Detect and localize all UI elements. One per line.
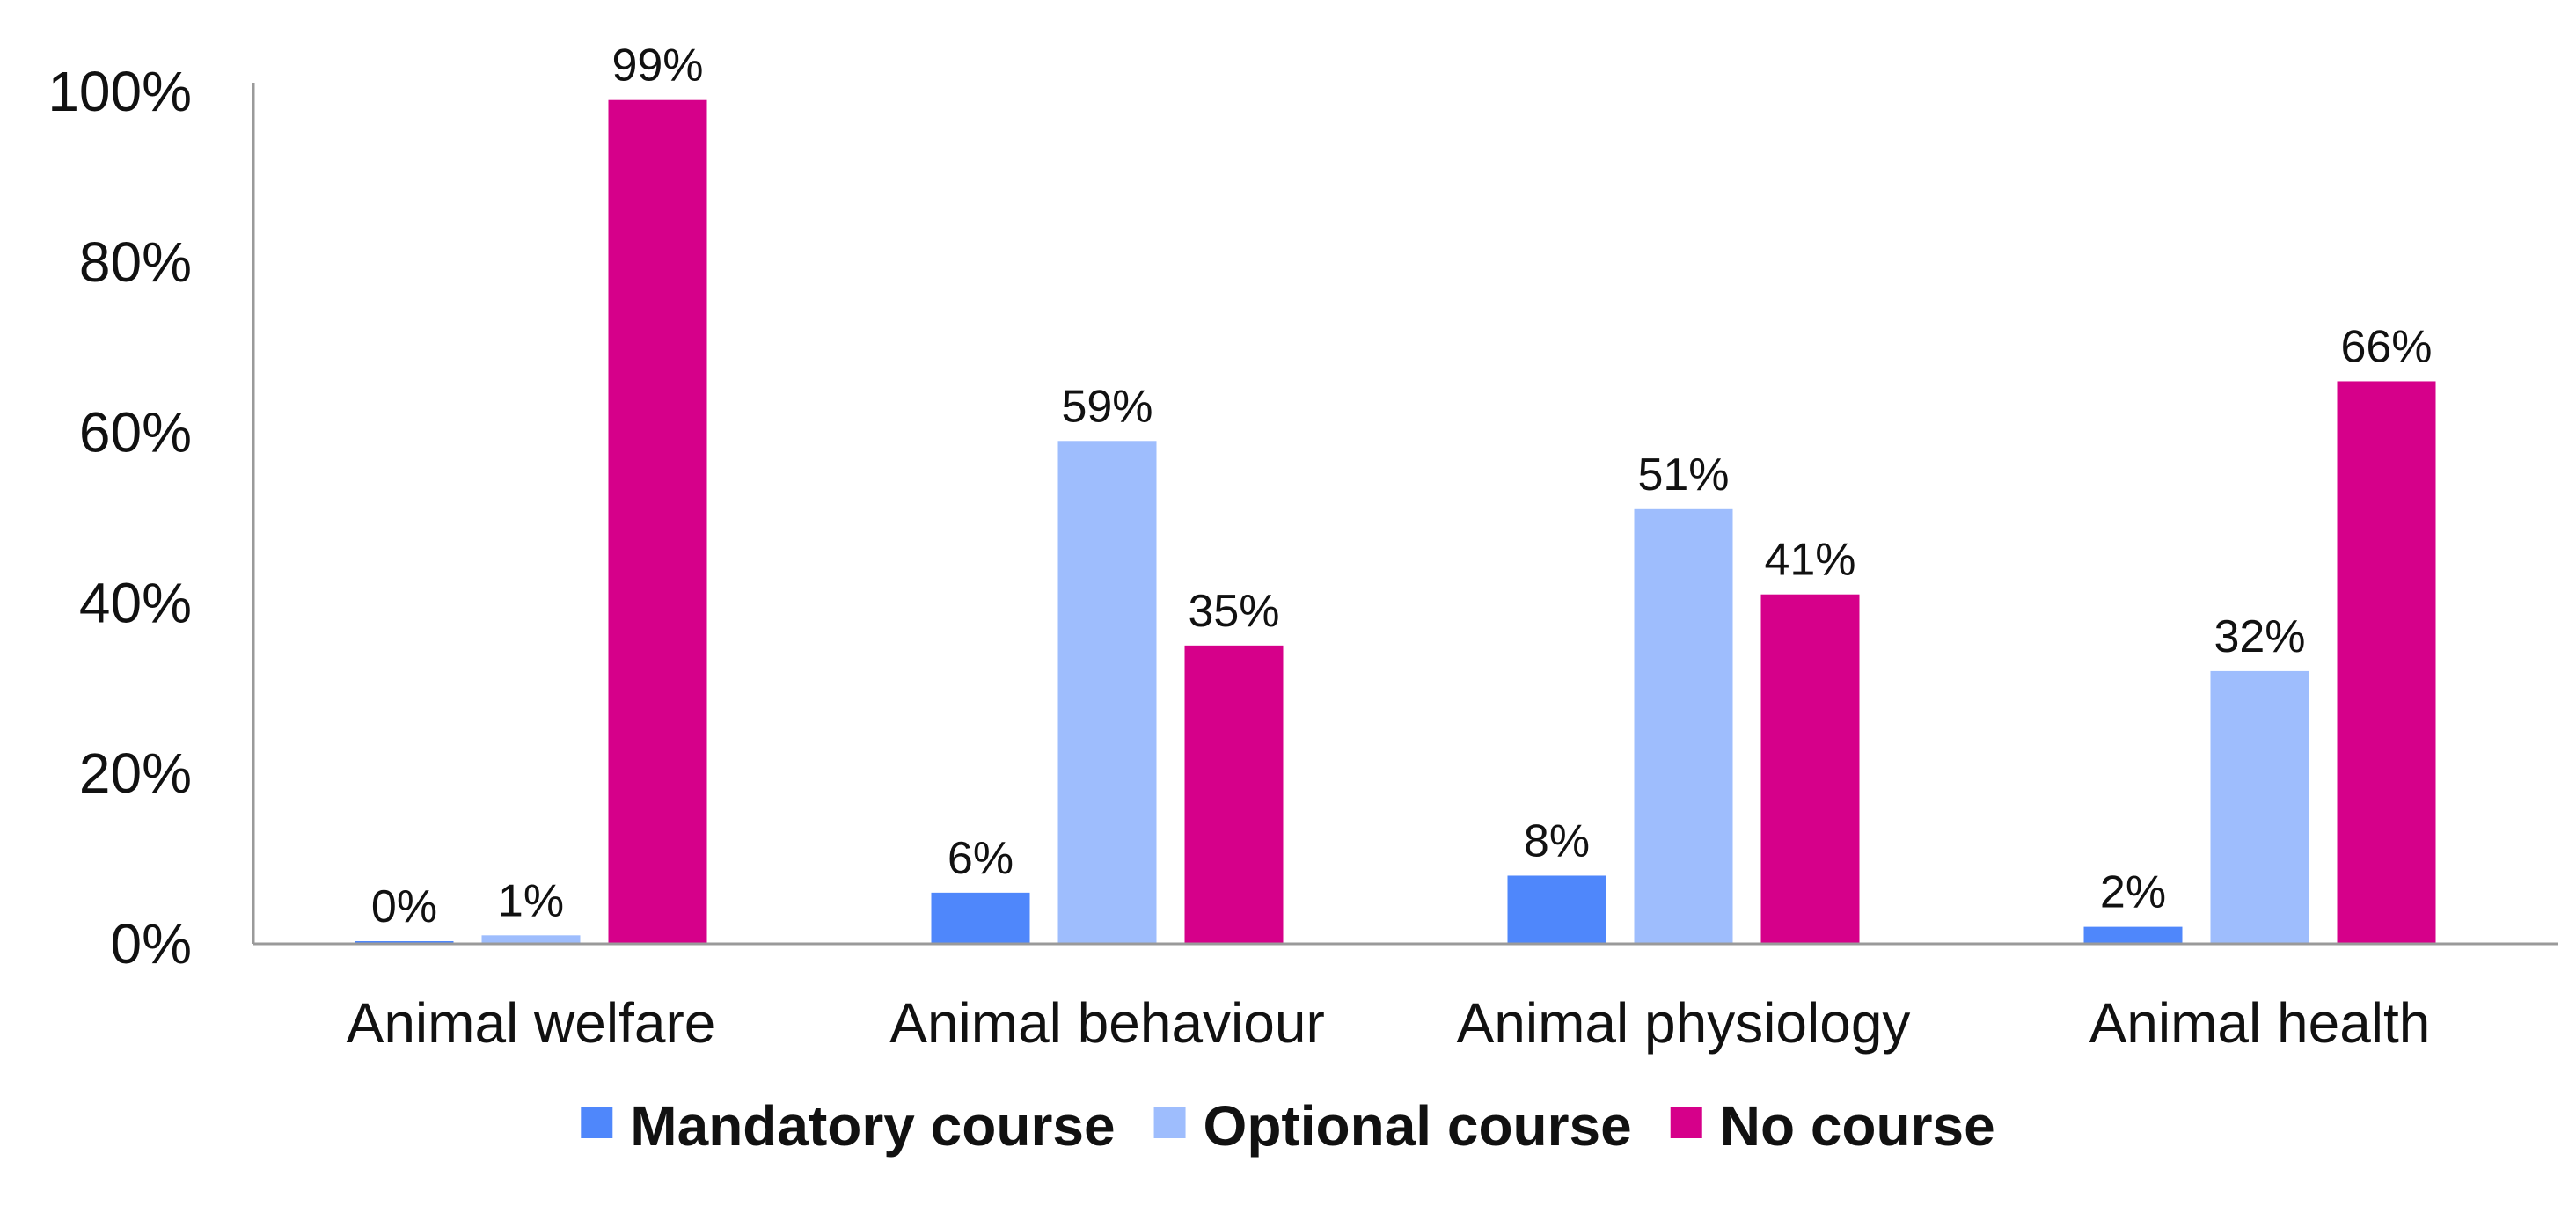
bar: [1760, 594, 1860, 944]
data-label: 41%: [1764, 535, 1855, 586]
data-label: 99%: [611, 40, 703, 91]
data-label: 66%: [2340, 321, 2432, 372]
bar: [608, 99, 707, 944]
data-label: 2%: [2100, 867, 2166, 918]
x-category-label: Animal behaviour: [889, 991, 1325, 1055]
y-tick-label: 40%: [79, 571, 192, 634]
bar: [2083, 926, 2183, 944]
data-label: 59%: [1061, 381, 1153, 432]
x-category-label: Animal welfare: [347, 991, 716, 1055]
legend-swatch: [581, 1107, 613, 1138]
legend-label: No course: [1720, 1094, 1995, 1158]
x-category-label: Animal health: [2089, 991, 2431, 1055]
data-labels: 0% 1% 99% 6% 59% 35% 8% 51% 41% 2% 32% 66%: [371, 40, 2433, 932]
y-tick-label: 0%: [111, 912, 193, 976]
data-label: 51%: [1637, 449, 1729, 501]
data-label: 1%: [498, 875, 564, 926]
bar: [1507, 875, 1606, 944]
bar: [1184, 645, 1284, 944]
data-label: 32%: [2214, 611, 2305, 662]
y-tick-label: 100%: [48, 60, 192, 123]
x-category-label: Animal physiology: [1457, 991, 1911, 1055]
legend-label: Optional course: [1204, 1094, 1632, 1158]
bar: [2210, 670, 2309, 944]
legend-label: Mandatory course: [630, 1094, 1115, 1158]
bar: [2337, 381, 2436, 945]
data-label: 6%: [948, 833, 1014, 884]
y-tick-label: 20%: [79, 742, 192, 805]
legend-swatch: [1153, 1107, 1186, 1138]
y-axis: 0% 20% 40% 60% 80% 100%: [48, 60, 255, 976]
data-label: 0%: [371, 881, 437, 932]
legend: Mandatory course Optional course No course: [581, 1094, 1995, 1158]
bar: [931, 892, 1030, 944]
data-label: 8%: [1524, 815, 1590, 866]
x-axis: Animal welfare Animal behaviour Animal phy…: [253, 942, 2558, 1055]
y-tick-label: 80%: [79, 230, 192, 294]
bars: [355, 99, 2436, 945]
data-label: 35%: [1188, 586, 1279, 637]
bar: [1057, 441, 1157, 944]
legend-swatch: [1670, 1107, 1702, 1138]
bar: [1634, 508, 1733, 944]
y-tick-label: 60%: [79, 401, 192, 464]
bar: [481, 935, 581, 944]
